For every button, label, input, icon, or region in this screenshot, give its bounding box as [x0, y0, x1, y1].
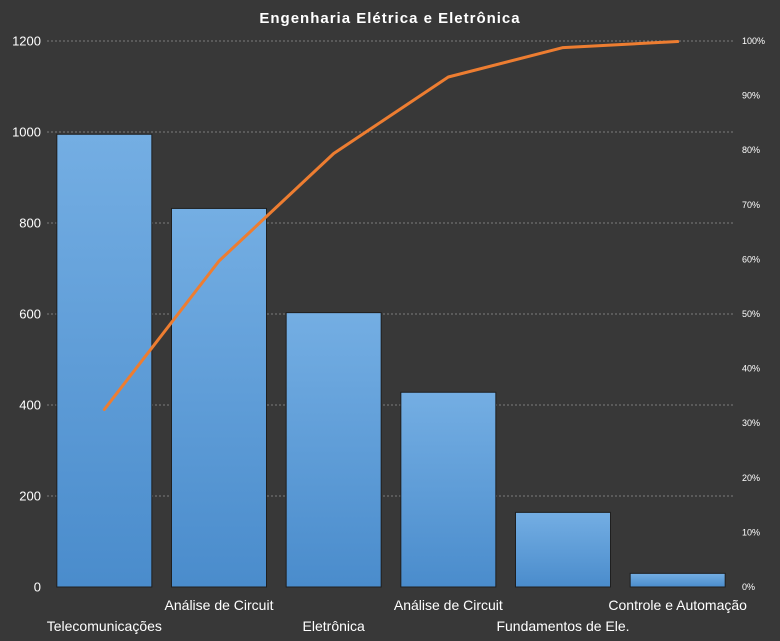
cumulative-line — [102, 40, 680, 411]
left-tick-label: 200 — [19, 489, 41, 504]
category-label: Controle e Automação — [608, 597, 747, 613]
right-tick-label: 80% — [742, 145, 760, 155]
right-tick-label: 60% — [742, 254, 760, 264]
right-tick-label: 40% — [742, 364, 760, 374]
bar — [56, 133, 153, 588]
right-tick-label: 70% — [742, 200, 760, 210]
category-label: Telecomunicações — [47, 618, 162, 634]
left-tick-label: 600 — [19, 307, 41, 322]
right-tick-label: 50% — [742, 309, 760, 319]
left-axis-ticks: 0 200 400 600 800 1000 1200 — [12, 34, 41, 595]
category-label: Fundamentos de Ele. — [496, 618, 629, 634]
bar — [515, 511, 611, 588]
right-tick-label: 100% — [742, 36, 765, 46]
left-tick-label: 800 — [19, 216, 41, 231]
right-tick-label: 90% — [742, 91, 760, 101]
bar — [400, 391, 497, 588]
right-tick-label: 10% — [742, 527, 760, 537]
right-tick-label: 30% — [742, 418, 760, 428]
bar — [285, 312, 382, 588]
bar — [171, 207, 267, 588]
left-tick-label: 1000 — [12, 125, 41, 140]
gridlines — [47, 40, 735, 497]
right-axis-ticks: 0% 10% 20% 30% 40% 50% 60% 70% 80% 90% 100% — [742, 36, 765, 592]
left-tick-label: 0 — [34, 580, 41, 595]
bar — [629, 572, 726, 588]
bar-series — [56, 133, 726, 588]
category-label: Análise de Circuit — [394, 597, 503, 613]
left-tick-label: 400 — [19, 398, 41, 413]
category-label: Eletrônica — [303, 618, 365, 634]
cumulative-line-series — [102, 40, 680, 411]
right-tick-label: 20% — [742, 473, 760, 483]
chart-title: Engenharia Elétrica e Eletrônica — [259, 10, 520, 27]
right-tick-label: 0% — [742, 582, 755, 592]
left-tick-label: 1200 — [12, 34, 41, 49]
category-label: Análise de Circuit — [165, 597, 274, 613]
